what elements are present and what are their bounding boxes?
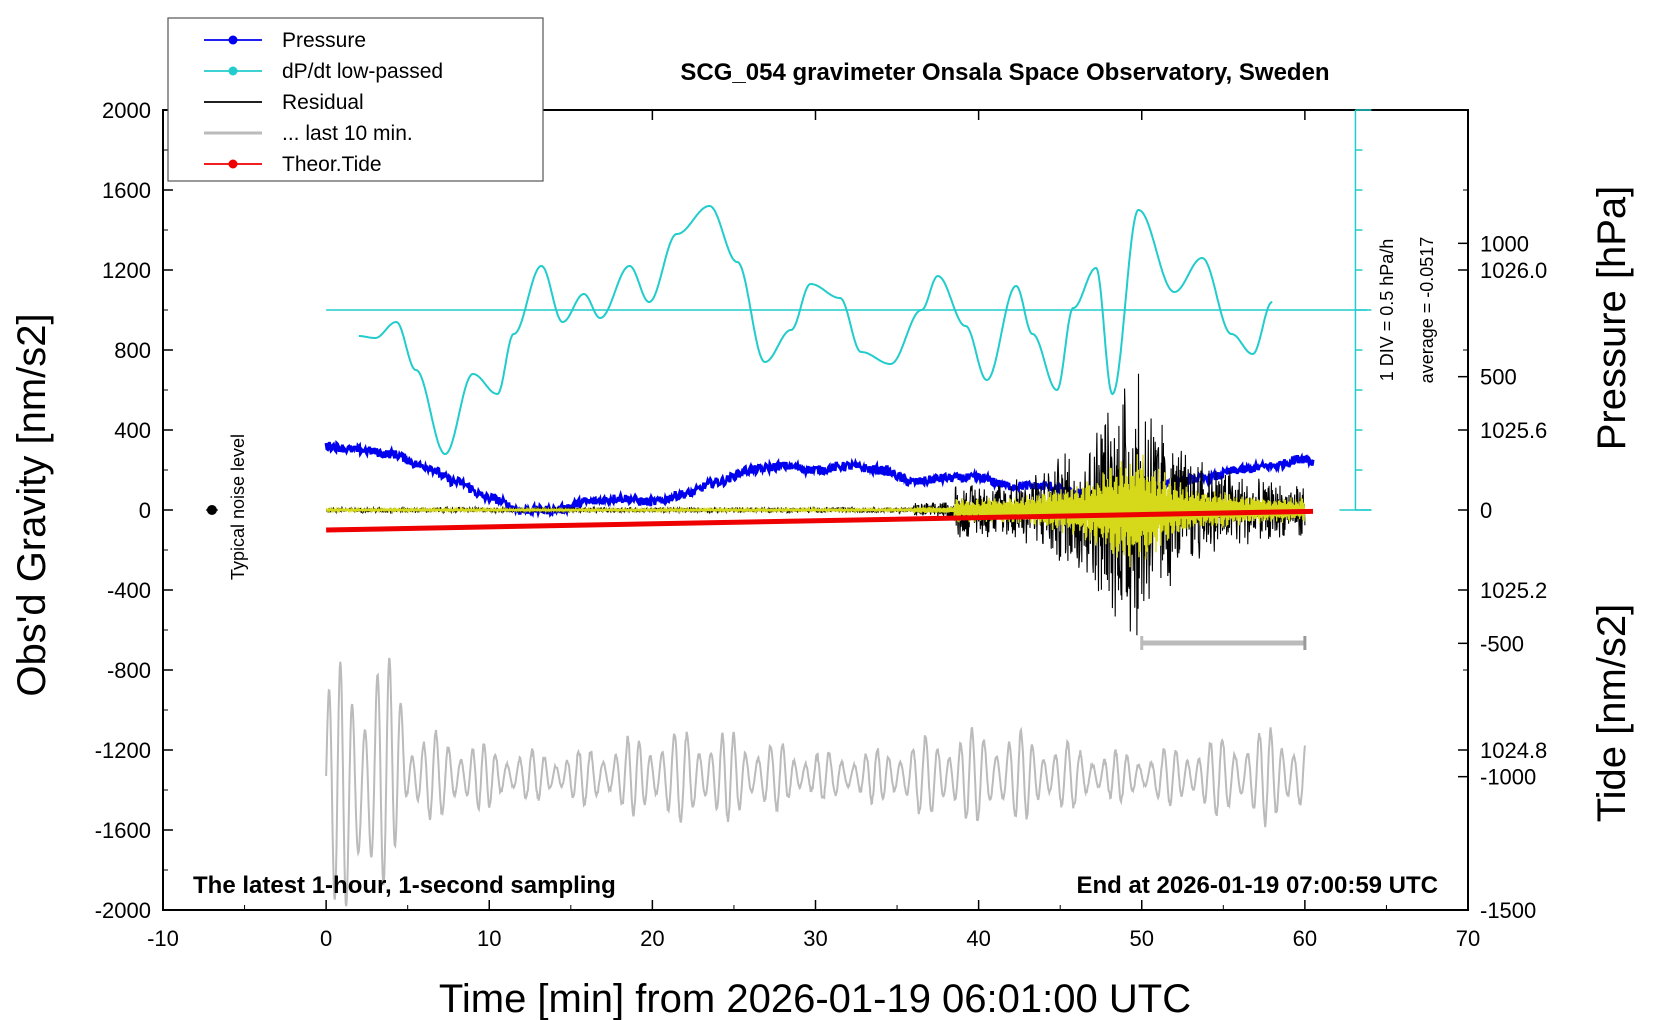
tide-tick-label: 1000 [1480,231,1529,256]
pressure-axis-label: Pressure [hPa] [1590,186,1634,451]
legend-box [167,17,544,182]
legend-marker [228,66,238,76]
y-left-axis-ticks: 2000 1600 1200 800 400 0 -400 -800 -1200 -1600 -20… [95,98,173,923]
x-tick-label: 30 [803,926,827,951]
legend-label: dP/dt low-passed [282,60,443,83]
dpdt-average-label: average = -0.0517 [1417,237,1437,384]
y-left-tick-label: -2000 [95,898,151,923]
pressure-axis-ticks: 1026.0 1025.6 1025.2 1024.8 [1458,189,1547,763]
legend-marker [228,159,238,169]
pressure-tick-label: 1025.2 [1480,578,1547,603]
x-tick-label: 0 [320,926,332,951]
legend-label: Residual [282,91,364,114]
y-left-tick-label: 1600 [102,178,151,203]
x-tick-label: 40 [966,926,990,951]
y-left-tick-label: 800 [114,338,151,363]
y-left-axis-label: Obs'd Gravity [nm/s2] [10,313,54,696]
pressure-tick-label: 1025.6 [1480,418,1547,443]
residual-series [325,373,1306,636]
tide-tick-label: -1000 [1480,765,1536,790]
pressure-tick-label: 1026.0 [1480,258,1547,283]
legend-label: Theor.Tide [282,153,382,176]
y-left-tick-label: -1200 [95,738,151,763]
chart-title: SCG_054 gravimeter Onsala Space Observat… [680,59,1329,86]
tide-series [326,508,1314,533]
pressure-tick-label: 1024.8 [1480,738,1547,763]
tide-tick-label: 500 [1480,365,1517,390]
y-left-tick-label: 1200 [102,258,151,283]
tide-tick-label: 0 [1480,498,1492,523]
dpdt-scale-axis [326,109,1372,511]
tide-tick-label: -1500 [1480,898,1536,923]
dpdt-line [358,205,1273,455]
noise-level-marker [206,505,217,515]
x-axis-ticks: -10 0 10 20 30 40 50 60 70 [147,110,1480,951]
x-tick-label: 50 [1130,926,1154,951]
legend-label: Pressure [282,29,366,52]
tide-line [326,508,1314,533]
noise-level-label: Typical noise level [228,434,248,580]
dpdt-series [358,205,1273,455]
x-tick-label: 70 [1456,926,1480,951]
tide-axis-label: Tide [nm/s2] [1590,604,1634,823]
tide-axis-ticks: 1000 500 0 -500 -1000 -1500 [1458,231,1536,923]
y-left-tick-label: 0 [139,498,151,523]
tide-tick-label: -500 [1480,631,1524,656]
y-left-tick-label: -1600 [95,818,151,843]
x-tick-label: 20 [640,926,664,951]
y-left-tick-label: -800 [107,658,151,683]
y-left-tick-label: 400 [114,418,151,443]
note-right: End at 2026-01-19 07:00:59 UTC [1077,872,1439,899]
legend: Pressure dP/dt low-passed Residual ... last… [167,17,544,182]
last-10min-series [325,657,1306,907]
x-tick-label: 60 [1293,926,1317,951]
legend-label: ... last 10 min. [282,122,413,145]
legend-marker [228,35,238,45]
x-tick-label: -10 [147,926,179,951]
y-left-tick-label: 2000 [102,98,151,123]
dpdt-scale-label: 1 DIV = 0.5 hPa/h [1377,239,1397,382]
residual-lowpass-line [325,454,1306,568]
x-tick-label: 10 [477,926,501,951]
x-axis-label: Time [min] from 2026-01-19 06:01:00 UTC [439,977,1191,1020]
y-left-tick-label: -400 [107,578,151,603]
last10-line [325,657,1306,907]
note-left: The latest 1-hour, 1-second sampling [193,872,616,899]
annotations [205,505,1307,650]
